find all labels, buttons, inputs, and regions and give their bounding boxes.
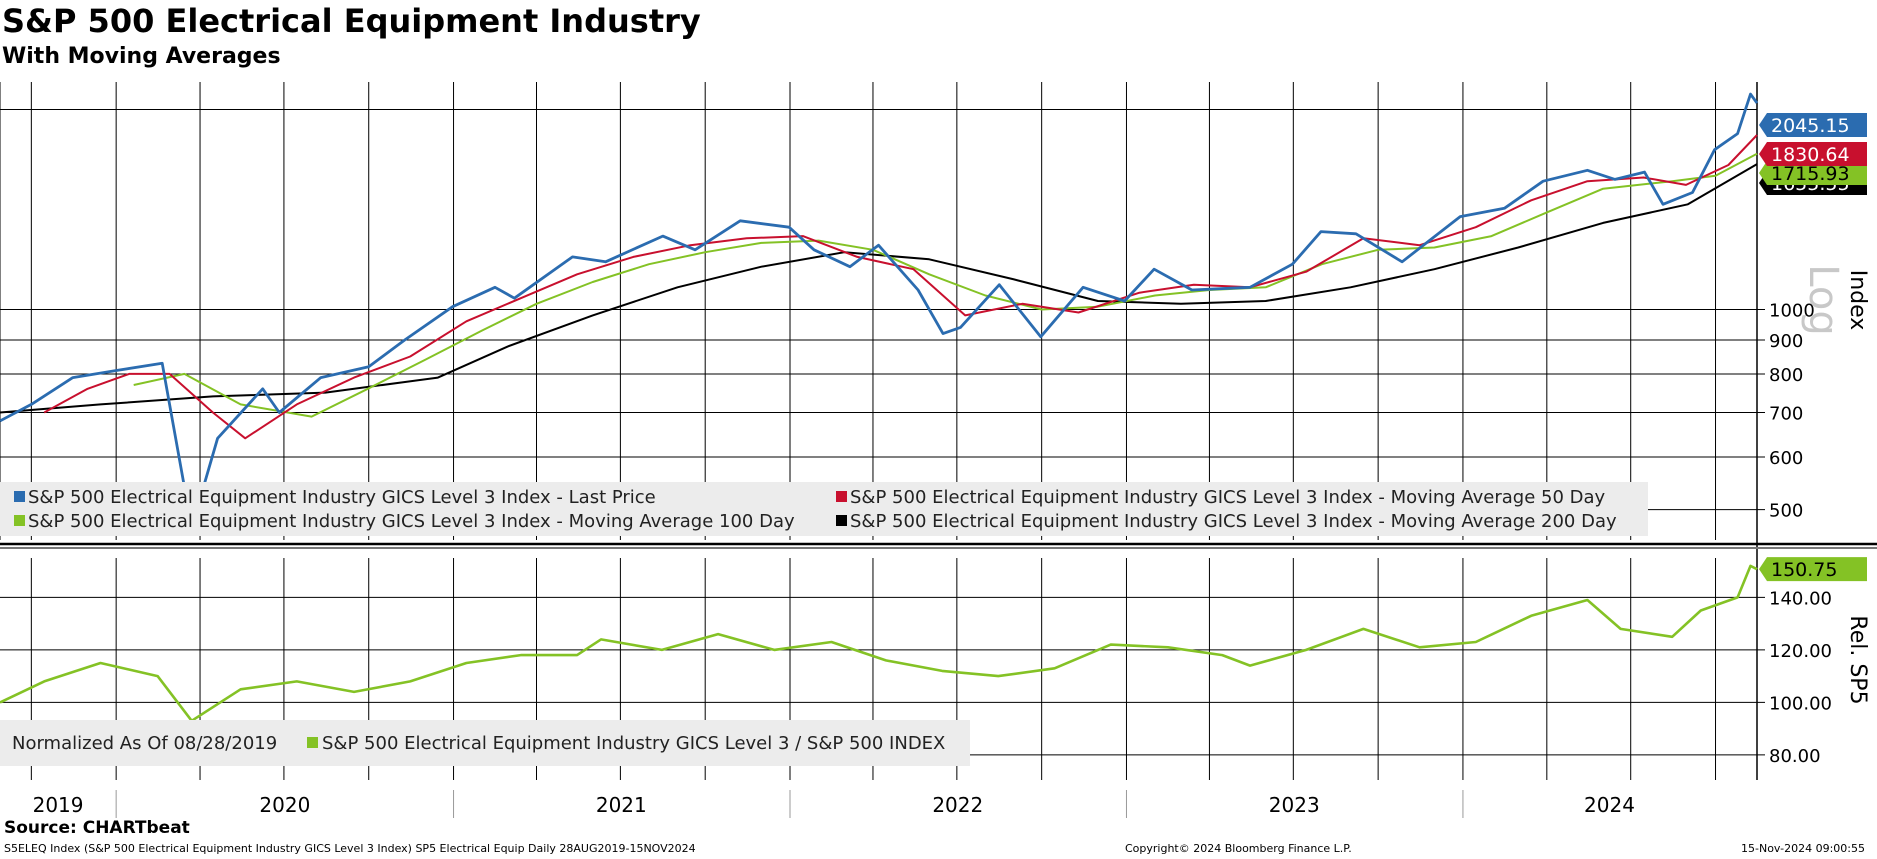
legend-label: S&P 500 Electrical Equipment Industry GI… [28, 511, 795, 532]
x-tick-label: 2021 [596, 793, 647, 817]
normalized-label: Normalized As Of 08/28/2019 [12, 733, 277, 754]
series-relative [0, 564, 1758, 723]
y-tick-label-top: 1000 [1769, 301, 1815, 322]
series-ma50 [43, 134, 1758, 440]
value-tag-last-price-shape [1759, 113, 1867, 137]
value-tag-last-price: 2045.15 [1771, 115, 1850, 137]
value-tag-ma100-shape [1759, 161, 1867, 185]
x-tick-label: 2020 [259, 793, 310, 817]
x-tick-label: 2019 [33, 793, 84, 817]
value-tag-ma100: 1715.93 [1771, 163, 1850, 185]
legend-swatch [14, 515, 25, 526]
y-tick-label-bottom: 120.00 [1769, 641, 1832, 662]
y-tick-label-bottom: 100.00 [1769, 693, 1832, 714]
value-tag-relative: 150.75 [1771, 559, 1837, 581]
footer-copyright: Copyright© 2024 Bloomberg Finance L.P. [1125, 842, 1352, 855]
legend-box-bottom [0, 720, 970, 766]
series-ma100 [133, 152, 1758, 418]
legend-swatch [836, 491, 847, 502]
legend-swatch [307, 737, 318, 748]
log-scale-watermark: Log [1800, 264, 1846, 335]
x-tick-label: 2022 [932, 793, 983, 817]
legend-swatch [14, 491, 25, 502]
legends: S&P 500 Electrical Equipment Industry GI… [0, 482, 1648, 766]
y-tick-label-top: 800 [1769, 365, 1803, 386]
source-label: Source: CHARTbeat [4, 818, 190, 838]
series-ma200 [0, 163, 1758, 414]
series-lines [0, 92, 1759, 723]
value-tag-ma50: 1830.64 [1771, 144, 1850, 166]
legend-box-top [0, 482, 1648, 536]
legend-label: S&P 500 Electrical Equipment Industry GI… [322, 733, 945, 754]
y-tick-label-top: 500 [1769, 501, 1803, 522]
legend-label: S&P 500 Electrical Equipment Industry GI… [850, 487, 1606, 508]
footer-timestamp: 15-Nov-2024 09:00:55 [1741, 842, 1866, 855]
value-tag-relative-shape [1759, 557, 1867, 582]
grid-lines [0, 82, 1877, 780]
footer-description: S5ELEQ Index (S&P 500 Electrical Equipme… [4, 842, 696, 855]
value-tag-ma50-shape [1759, 142, 1867, 166]
chart-title: S&P 500 Electrical Equipment Industry [2, 2, 701, 40]
y-tick-label-top: 600 [1769, 448, 1803, 469]
axes: 500 600 700 800 900 1000 80.00 100.00 120.00 140.… [33, 264, 1870, 818]
x-tick-label: 2024 [1584, 793, 1635, 817]
legend-swatch [836, 515, 847, 526]
y-tick-label-top: 900 [1769, 331, 1803, 352]
chart-subtitle: With Moving Averages [2, 44, 281, 69]
series-last-price [0, 92, 1759, 529]
y-tick-label-bottom: 140.00 [1769, 588, 1832, 609]
y-axis-title-top: Index [1845, 270, 1870, 331]
x-tick-label: 2023 [1269, 793, 1320, 817]
legend-label: S&P 500 Electrical Equipment Industry GI… [28, 487, 656, 508]
y-tick-label-top: 700 [1769, 403, 1803, 424]
y-axis-title-bottom: Rel. SP5 [1845, 615, 1870, 704]
y-tick-label-bottom: 80.00 [1769, 746, 1821, 767]
legend-label: S&P 500 Electrical Equipment Industry GI… [850, 511, 1617, 532]
